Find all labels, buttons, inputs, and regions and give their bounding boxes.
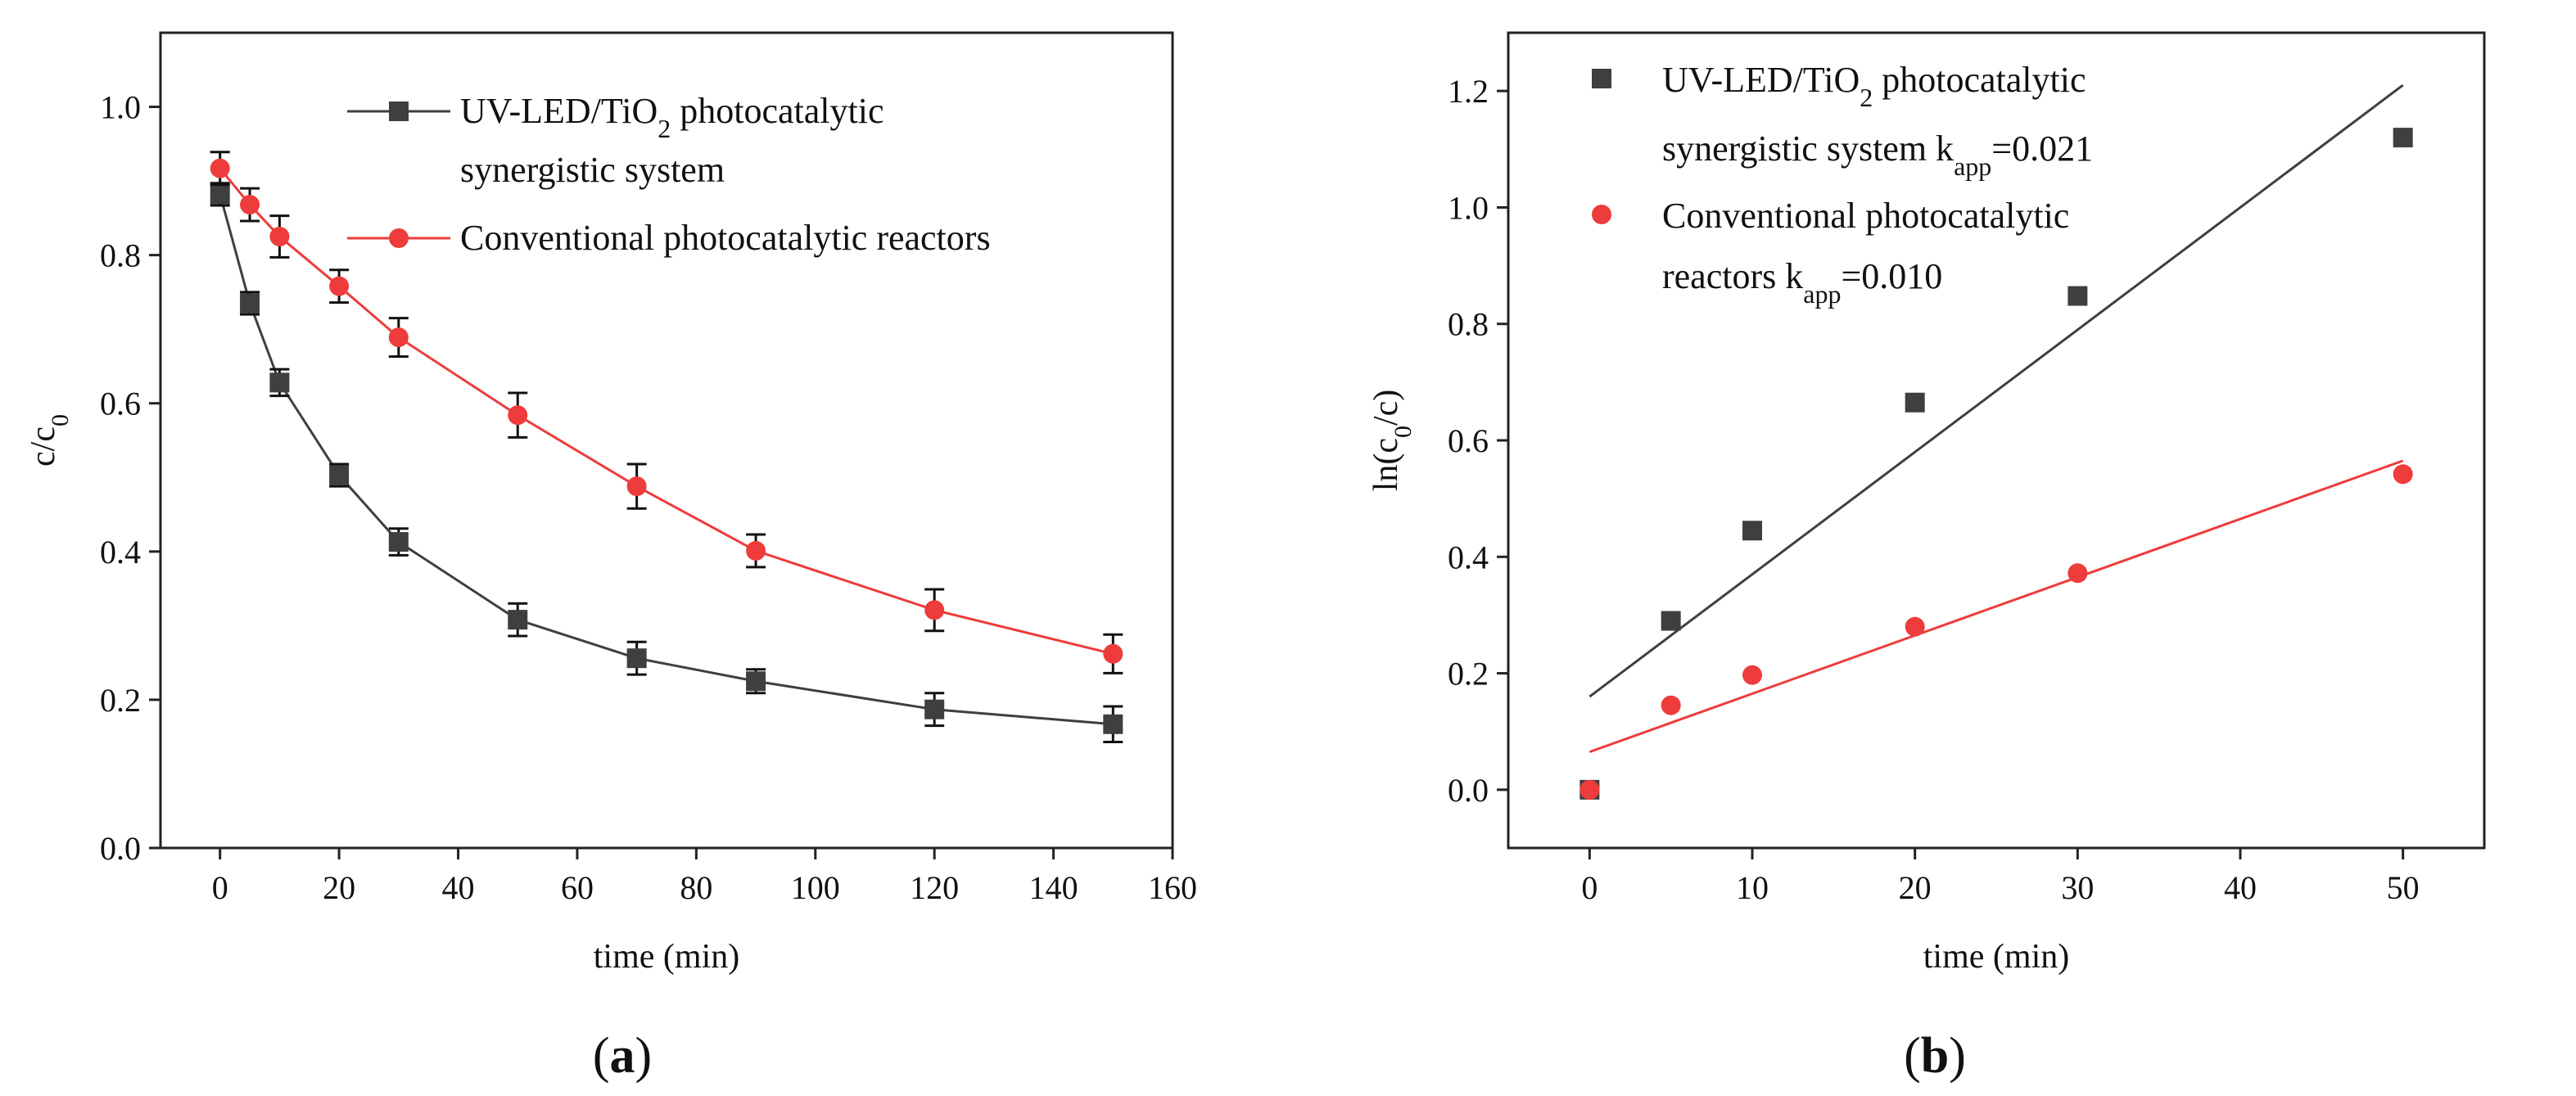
data-point	[329, 276, 350, 296]
data-point	[1905, 616, 1925, 637]
data-point	[1905, 392, 1925, 413]
x-tick-label: 100	[791, 869, 840, 906]
x-axis-title: time (min)	[1923, 938, 2069, 976]
y-tick-label: 1.2	[1448, 73, 1489, 110]
data-point	[1661, 611, 1681, 631]
x-tick-label: 20	[323, 869, 355, 906]
data-point	[210, 158, 230, 178]
data-point	[924, 699, 945, 719]
x-tick-label: 0	[1581, 869, 1598, 906]
y-tick-label: 0.4	[100, 534, 141, 571]
y-tick-label: 1.0	[1448, 189, 1489, 226]
y-tick-label: 0.0	[100, 830, 141, 867]
legend-marker	[389, 101, 409, 121]
data-point	[1579, 779, 1600, 800]
y-tick-label: 1.0	[100, 89, 141, 126]
legend-label: synergistic system kapp=0.021	[1662, 129, 2093, 181]
legend-label: reactors kapp=0.010	[1662, 256, 1942, 309]
series-uv-led	[210, 182, 1123, 744]
y-tick-label: 0.4	[1448, 539, 1489, 575]
data-point	[626, 648, 647, 669]
data-point	[1103, 643, 1123, 664]
data-point	[240, 195, 260, 215]
data-point	[1742, 521, 1762, 541]
y-tick-label: 0.8	[1448, 306, 1489, 343]
x-tick-label: 140	[1029, 869, 1078, 906]
y-axis-title: ln(c0/c)	[1367, 390, 1417, 492]
plot-frame	[159, 31, 1174, 850]
legend-label: synergistic system	[460, 150, 725, 190]
x-tick-label: 30	[2061, 869, 2094, 906]
x-tick-label: 160	[1148, 869, 1197, 906]
x-tick-label: 0	[212, 869, 228, 906]
x-tick-label: 60	[561, 869, 594, 906]
y-tick-label: 0.2	[100, 682, 141, 719]
series-uv-led	[1579, 83, 2413, 800]
legend-marker	[1592, 69, 1611, 88]
data-point	[269, 372, 290, 393]
fit-line	[1589, 459, 2404, 754]
y-tick-label: 0.0	[1448, 772, 1489, 809]
data-point	[924, 600, 945, 620]
legend-label: Conventional photocatalytic	[1662, 196, 2069, 236]
y-axis-title: c/c0	[25, 414, 74, 467]
data-point	[2068, 563, 2088, 584]
legend-marker	[389, 228, 409, 248]
legend-marker	[1592, 205, 1611, 224]
data-point	[240, 293, 260, 313]
y-tick-label: 0.2	[1448, 656, 1489, 692]
data-point	[388, 327, 409, 348]
chart-a: 0 20 40 60 80 100 120 140 160 0.0 0.2 0.4 0.6 0.8 1.0 t…	[25, 31, 1197, 1084]
y-tick-label: 0.6	[100, 386, 141, 422]
legend: UV-LED/TiO2 photocatalytic synergistic sy…	[1592, 60, 2093, 309]
data-point	[2393, 464, 2413, 485]
x-tick-label: 10	[1736, 869, 1769, 906]
x-tick-label: 120	[910, 869, 959, 906]
series-line	[219, 193, 1114, 726]
data-point	[388, 532, 409, 553]
legend-label: UV-LED/TiO2 photocatalytic	[1662, 60, 2086, 112]
y-tick-label: 0.6	[1448, 422, 1489, 459]
data-point	[746, 671, 766, 692]
data-point	[626, 476, 647, 497]
data-point	[2393, 128, 2413, 148]
data-point	[508, 405, 528, 426]
series-conventional	[210, 151, 1123, 674]
x-tick-label: 50	[2387, 869, 2420, 906]
data-point	[269, 227, 290, 246]
x-tick-label: 20	[1899, 869, 1932, 906]
data-point	[746, 540, 766, 561]
x-axis-title: time (min)	[594, 938, 739, 976]
legend: UV-LED/TiO2 photocatalytic synergistic sy…	[347, 91, 991, 258]
data-point	[2068, 286, 2088, 306]
legend-label: Conventional photocatalytic reactors	[460, 218, 991, 258]
data-point	[1742, 665, 1762, 685]
fit-line	[1589, 83, 2404, 698]
data-point	[329, 465, 350, 485]
y-tick-label: 0.8	[100, 237, 141, 274]
x-tick-label: 40	[2224, 869, 2257, 906]
panel-label: (a)	[593, 1028, 652, 1084]
series-line	[219, 167, 1114, 656]
x-tick-label: 80	[680, 869, 712, 906]
chart-b: 0 10 20 30 40 50 0.0 0.2 0.4 0.6 0.8 1.0 1.2 time (mi…	[1367, 31, 2486, 1084]
x-tick-label: 40	[442, 869, 475, 906]
series-conventional	[1579, 459, 2413, 800]
data-point	[210, 184, 230, 205]
legend-label: UV-LED/TiO2 photocatalytic	[460, 91, 884, 143]
data-point	[1103, 714, 1123, 734]
data-point	[1661, 695, 1681, 715]
panel-label: (b)	[1904, 1028, 1966, 1084]
data-point	[508, 610, 528, 630]
